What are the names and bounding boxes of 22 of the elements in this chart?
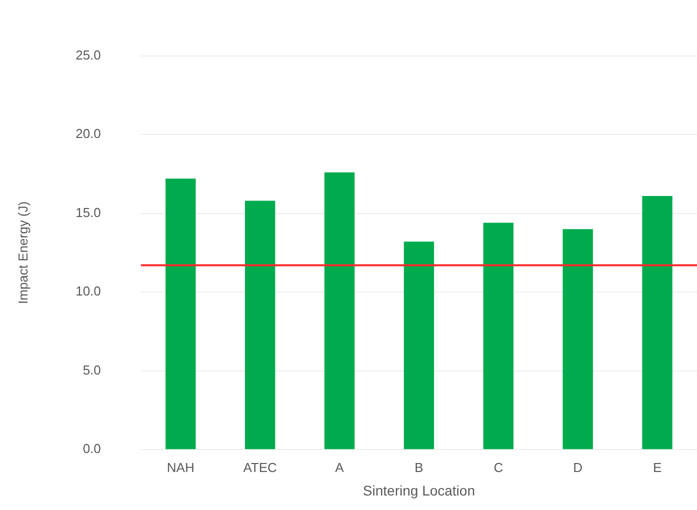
- x-tick-label: ATEC: [243, 460, 277, 475]
- x-tick-label: NAH: [166, 460, 194, 475]
- y-tick-label: 10.0: [76, 284, 101, 299]
- y-tick-label: 15.0: [76, 204, 101, 220]
- bar: [483, 222, 514, 450]
- y-tick-label: 5.0: [82, 362, 101, 378]
- y-tick-label: 20.0: [76, 126, 101, 142]
- bar: [642, 196, 672, 450]
- bar: [562, 229, 593, 450]
- x-tick-label: A: [335, 460, 344, 475]
- y-tick-label: 25.0: [76, 47, 101, 62]
- y-axis-title: Impact Energy (J): [15, 201, 30, 304]
- bar: [324, 172, 355, 450]
- x-tick-label: C: [494, 460, 504, 475]
- x-axis-title: Sintering Location: [362, 482, 475, 498]
- x-tick-label: B: [414, 460, 424, 475]
- y-tick-label: 0.0: [82, 441, 101, 456]
- x-tick-label: D: [573, 460, 583, 475]
- bar: [404, 242, 434, 450]
- bar: [244, 200, 276, 450]
- x-tick-label: E: [652, 460, 662, 475]
- bar: [166, 178, 196, 450]
